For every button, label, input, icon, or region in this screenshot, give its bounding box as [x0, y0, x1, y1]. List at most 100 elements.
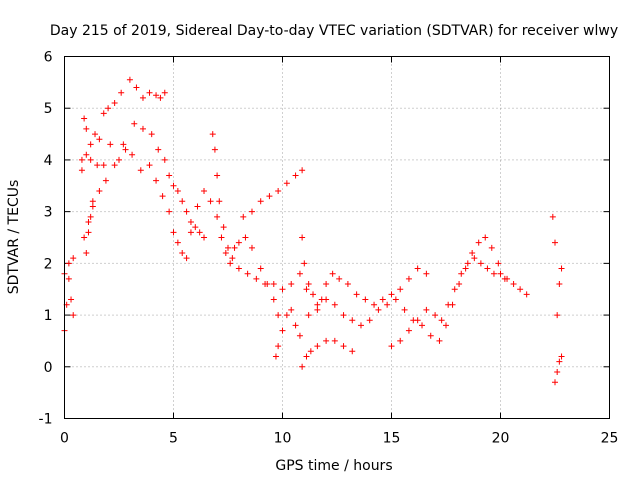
plot-frame	[64, 56, 610, 419]
data-point	[155, 146, 162, 153]
data-point	[118, 89, 125, 96]
data-point	[340, 343, 347, 350]
data-point	[388, 291, 395, 298]
data-point	[558, 265, 565, 272]
data-point	[242, 234, 249, 241]
data-point	[137, 167, 144, 174]
data-point	[288, 306, 295, 313]
data-point	[201, 187, 208, 194]
data-point	[375, 306, 382, 313]
data-point	[275, 187, 282, 194]
data-point	[296, 332, 303, 339]
data-point	[100, 162, 107, 169]
data-point	[257, 265, 264, 272]
data-point	[414, 317, 421, 324]
data-point	[305, 281, 312, 288]
data-point	[100, 110, 107, 117]
data-point	[384, 301, 391, 308]
data-point	[456, 281, 463, 288]
data-point	[495, 260, 502, 267]
data-point	[275, 312, 282, 319]
data-point	[120, 141, 127, 148]
data-point	[552, 239, 558, 246]
data-point	[427, 332, 434, 339]
data-point	[122, 146, 129, 153]
data-point	[299, 234, 306, 241]
y-tick-label: -1	[39, 412, 53, 428]
data-point	[146, 162, 153, 169]
data-point	[107, 141, 114, 148]
data-series-14	[388, 255, 530, 350]
data-point	[272, 353, 279, 360]
data-point	[288, 281, 295, 288]
data-point	[129, 151, 136, 158]
data-point	[552, 379, 558, 386]
data-point	[357, 322, 364, 329]
data-point	[179, 250, 186, 257]
data-point	[397, 337, 404, 344]
data-point	[85, 229, 92, 236]
data-point	[523, 291, 530, 298]
data-point	[229, 255, 236, 262]
data-point	[283, 180, 290, 187]
data-point	[89, 203, 96, 210]
data-point	[554, 368, 561, 375]
data-point	[264, 281, 271, 288]
data-point	[214, 213, 221, 220]
grid-lines	[64, 56, 610, 419]
data-point	[227, 260, 234, 267]
data-point	[279, 327, 286, 334]
data-point	[235, 239, 242, 246]
data-point	[307, 348, 314, 355]
x-tick-label: 5	[169, 431, 178, 447]
data-point	[469, 250, 476, 257]
data-series-7	[209, 131, 303, 293]
data-point	[329, 270, 336, 277]
data-series-6	[83, 198, 96, 257]
data-point	[70, 255, 77, 262]
data-point	[244, 270, 251, 277]
data-series-1	[61, 275, 77, 334]
data-point	[116, 156, 122, 163]
data-point	[194, 203, 201, 210]
data-point	[517, 286, 524, 293]
data-point	[432, 312, 439, 319]
data-series-2	[61, 255, 77, 277]
data-point	[214, 172, 221, 179]
data-point	[554, 312, 561, 319]
data-point	[209, 131, 216, 138]
data-point	[81, 234, 88, 241]
data-point	[87, 156, 94, 163]
data-point	[299, 167, 306, 174]
data-point	[484, 265, 491, 272]
data-point	[371, 301, 378, 308]
data-point	[94, 162, 101, 169]
data-point	[438, 317, 445, 324]
data-point	[275, 343, 282, 350]
data-point	[231, 244, 238, 251]
x-tick-label: 15	[383, 431, 401, 447]
y-tick-label: 3	[44, 205, 53, 221]
y-tick-label: 0	[44, 360, 53, 376]
data-point	[225, 244, 231, 251]
data-point	[187, 229, 194, 236]
data-point	[201, 234, 208, 241]
data-point	[488, 244, 495, 251]
data-point	[397, 286, 404, 293]
data-point	[362, 296, 369, 303]
data-point	[556, 358, 563, 365]
data-point	[349, 348, 356, 355]
data-point	[78, 167, 85, 174]
data-point	[292, 322, 299, 329]
data-point	[174, 187, 181, 194]
data-point	[405, 327, 412, 334]
data-point	[211, 146, 218, 153]
data-point	[240, 213, 247, 220]
data-point	[270, 296, 277, 303]
data-series-4	[78, 120, 208, 241]
data-point	[458, 270, 465, 277]
data-point	[303, 286, 310, 293]
data-point	[349, 317, 356, 324]
data-point	[388, 343, 395, 350]
